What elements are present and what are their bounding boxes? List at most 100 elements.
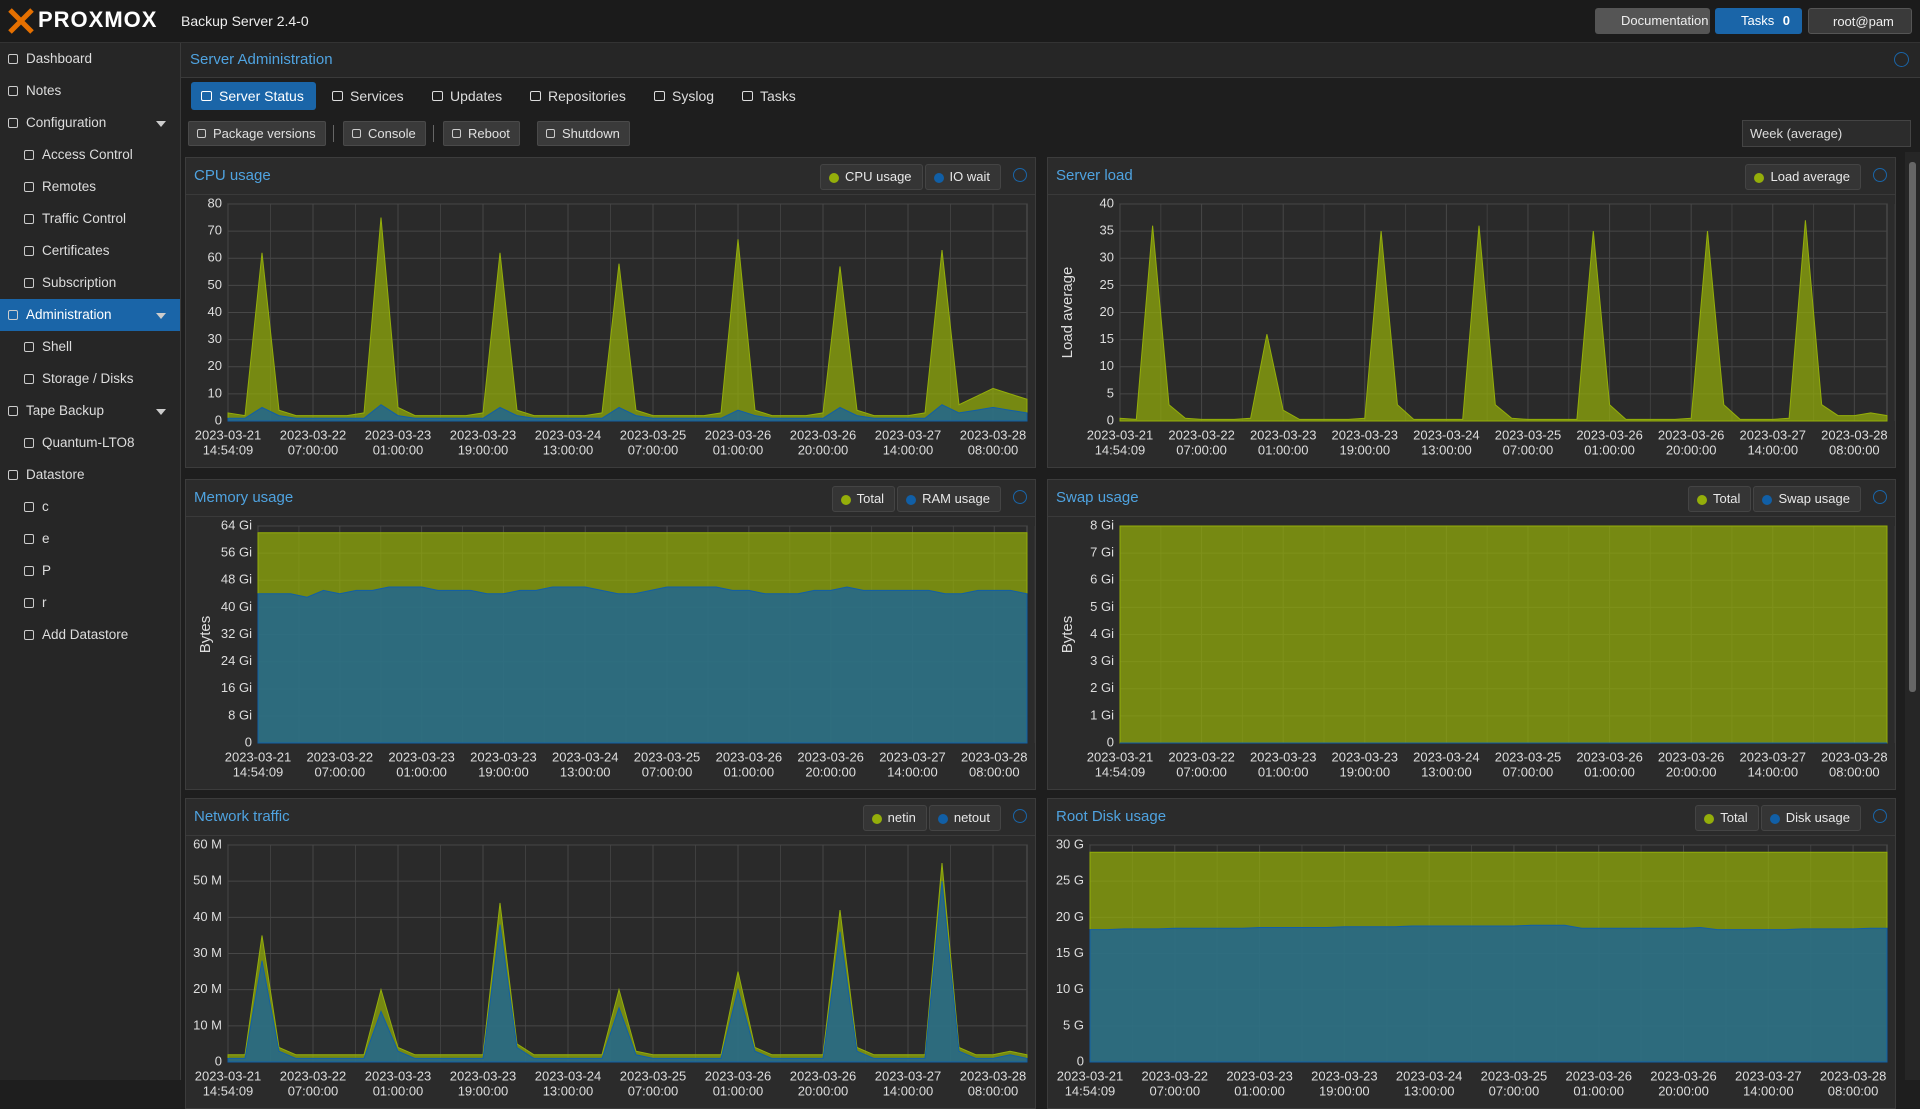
nav-item[interactable]: e bbox=[0, 523, 180, 555]
x-tick-date: 2023-03-23 bbox=[450, 1068, 517, 1083]
nav-item[interactable]: Storage / Disks bbox=[0, 363, 180, 395]
nav-item[interactable]: Notes bbox=[0, 75, 180, 107]
toolbar-button[interactable]: Shutdown bbox=[537, 121, 630, 146]
x-tick-time: 14:54:09 bbox=[1065, 1083, 1116, 1098]
y-tick-label: 64 Gi bbox=[221, 517, 252, 532]
nav-label: Remotes bbox=[42, 179, 97, 194]
nav-icon bbox=[24, 566, 34, 576]
legend-item[interactable]: Total bbox=[831, 486, 896, 512]
tab[interactable]: Updates bbox=[422, 82, 514, 110]
tab[interactable]: Services bbox=[322, 82, 416, 110]
nav-label: Notes bbox=[26, 83, 62, 98]
nav-item[interactable]: Add Datastore bbox=[0, 619, 180, 651]
collapse-icon[interactable] bbox=[1013, 168, 1027, 182]
help-icon[interactable] bbox=[1894, 52, 1909, 67]
x-tick-date: 2023-03-27 bbox=[875, 1068, 942, 1083]
nav-item[interactable]: Dashboard bbox=[0, 43, 180, 75]
nav-item[interactable]: Quantum-LTO8 bbox=[0, 427, 180, 459]
x-tick-date: 2023-03-26 bbox=[716, 749, 783, 764]
nav-item[interactable]: P bbox=[0, 555, 180, 587]
nav-item[interactable]: Traffic Control bbox=[0, 203, 180, 235]
nav-label: Dashboard bbox=[26, 51, 93, 66]
nav-item[interactable]: Tape Backup bbox=[0, 395, 180, 427]
scrollbar bbox=[1905, 152, 1920, 1080]
legend-item[interactable]: Load average bbox=[1745, 164, 1861, 190]
x-tick-time: 08:00:00 bbox=[968, 442, 1019, 457]
y-tick-label: 10 M bbox=[193, 1017, 222, 1032]
x-tick-date: 2023-03-26 bbox=[1576, 749, 1643, 764]
nav-label: Traffic Control bbox=[42, 211, 127, 226]
toolbar-button[interactable]: Reboot bbox=[443, 121, 520, 146]
chart: 2023-03-2114:54:092023-03-2207:00:002023… bbox=[195, 195, 1028, 457]
y-tick-label: 70 bbox=[208, 223, 222, 238]
logo: PROXMOX bbox=[38, 7, 158, 32]
collapse-icon[interactable] bbox=[1013, 490, 1027, 504]
tab[interactable]: Server Status bbox=[191, 82, 316, 110]
legend-item[interactable]: netin bbox=[862, 805, 927, 831]
legend-item[interactable]: RAM usage bbox=[897, 486, 1001, 512]
tab[interactable]: Syslog bbox=[644, 82, 726, 110]
tab[interactable]: Tasks bbox=[732, 82, 808, 110]
x-tick-time: 01:00:00 bbox=[1573, 1083, 1624, 1098]
collapse-icon[interactable] bbox=[1873, 490, 1887, 504]
x-tick-time: 13:00:00 bbox=[543, 442, 594, 457]
nav-item[interactable]: r bbox=[0, 587, 180, 619]
legend-item[interactable]: Total bbox=[1695, 805, 1759, 831]
x-tick-date: 2023-03-22 bbox=[1142, 1068, 1209, 1083]
nav-item[interactable]: Administration bbox=[0, 299, 180, 331]
x-tick-time: 07:00:00 bbox=[1489, 1083, 1540, 1098]
legend-item[interactable]: Total bbox=[1687, 486, 1752, 512]
x-tick-time: 14:00:00 bbox=[883, 442, 934, 457]
nav-item[interactable]: Configuration bbox=[0, 107, 180, 139]
tab[interactable]: Repositories bbox=[520, 82, 638, 110]
y-tick-label: 32 Gi bbox=[221, 626, 252, 641]
button-label: root@pam bbox=[1833, 14, 1894, 29]
tasks-button[interactable]: Tasks 0 bbox=[1715, 8, 1802, 34]
y-tick-label: 1 Gi bbox=[1090, 707, 1114, 722]
legend-item[interactable]: Disk usage bbox=[1760, 805, 1861, 831]
select-value: Week (average) bbox=[1750, 126, 1843, 141]
x-tick-date: 2023-03-22 bbox=[307, 749, 374, 764]
legend-item[interactable]: netout bbox=[928, 805, 1001, 831]
x-tick-date: 2023-03-22 bbox=[1168, 749, 1235, 764]
x-tick-time: 01:00:00 bbox=[1258, 442, 1309, 457]
nav-icon bbox=[24, 630, 34, 640]
y-tick-label: 20 M bbox=[193, 981, 222, 996]
user-menu[interactable]: root@pam bbox=[1808, 8, 1912, 34]
nav-icon bbox=[8, 86, 18, 96]
nav-item[interactable]: Remotes bbox=[0, 171, 180, 203]
chart-header: Memory usage Total RAM usage bbox=[186, 480, 1035, 517]
x-tick-date: 2023-03-26 bbox=[797, 749, 864, 764]
toolbar-button[interactable]: Console bbox=[343, 121, 426, 146]
collapse-icon[interactable] bbox=[1873, 168, 1887, 182]
x-tick-time: 07:00:00 bbox=[1176, 764, 1227, 779]
legend-item[interactable]: Swap usage bbox=[1753, 486, 1861, 512]
legend-item[interactable]: CPU usage bbox=[820, 164, 923, 190]
x-tick-time: 14:54:09 bbox=[1095, 442, 1146, 457]
documentation-button[interactable]: Documentation bbox=[1595, 8, 1710, 34]
x-tick-date: 2023-03-27 bbox=[1740, 427, 1807, 442]
y-tick-label: 0 bbox=[1107, 412, 1114, 427]
x-tick-time: 20:00:00 bbox=[1666, 764, 1717, 779]
x-tick-date: 2023-03-26 bbox=[790, 1068, 857, 1083]
y-axis-label: Bytes bbox=[197, 616, 214, 654]
nav-item[interactable]: Shell bbox=[0, 331, 180, 363]
y-tick-label: 20 bbox=[208, 358, 222, 373]
legend: netin netout bbox=[862, 805, 1001, 831]
collapse-icon[interactable] bbox=[1873, 809, 1887, 823]
nav-item[interactable]: Access Control bbox=[0, 139, 180, 171]
nav-item[interactable]: Datastore bbox=[0, 459, 180, 491]
x-tick-time: 08:00:00 bbox=[969, 764, 1020, 779]
legend-item[interactable]: IO wait bbox=[924, 164, 1001, 190]
timeframe-select[interactable]: Week (average) bbox=[1742, 120, 1911, 147]
scrollbar-thumb[interactable] bbox=[1909, 162, 1916, 692]
chart-title: Root Disk usage bbox=[1056, 808, 1167, 825]
nav-item[interactable]: Subscription bbox=[0, 267, 180, 299]
nav-item[interactable]: Certificates bbox=[0, 235, 180, 267]
nav-item[interactable]: c bbox=[0, 491, 180, 523]
legend-label: Total bbox=[856, 491, 885, 506]
toolbar-button[interactable]: Package versions bbox=[188, 121, 326, 146]
collapse-icon[interactable] bbox=[1013, 809, 1027, 823]
x-tick-time: 01:00:00 bbox=[1234, 1083, 1285, 1098]
x-tick-date: 2023-03-28 bbox=[960, 1068, 1027, 1083]
